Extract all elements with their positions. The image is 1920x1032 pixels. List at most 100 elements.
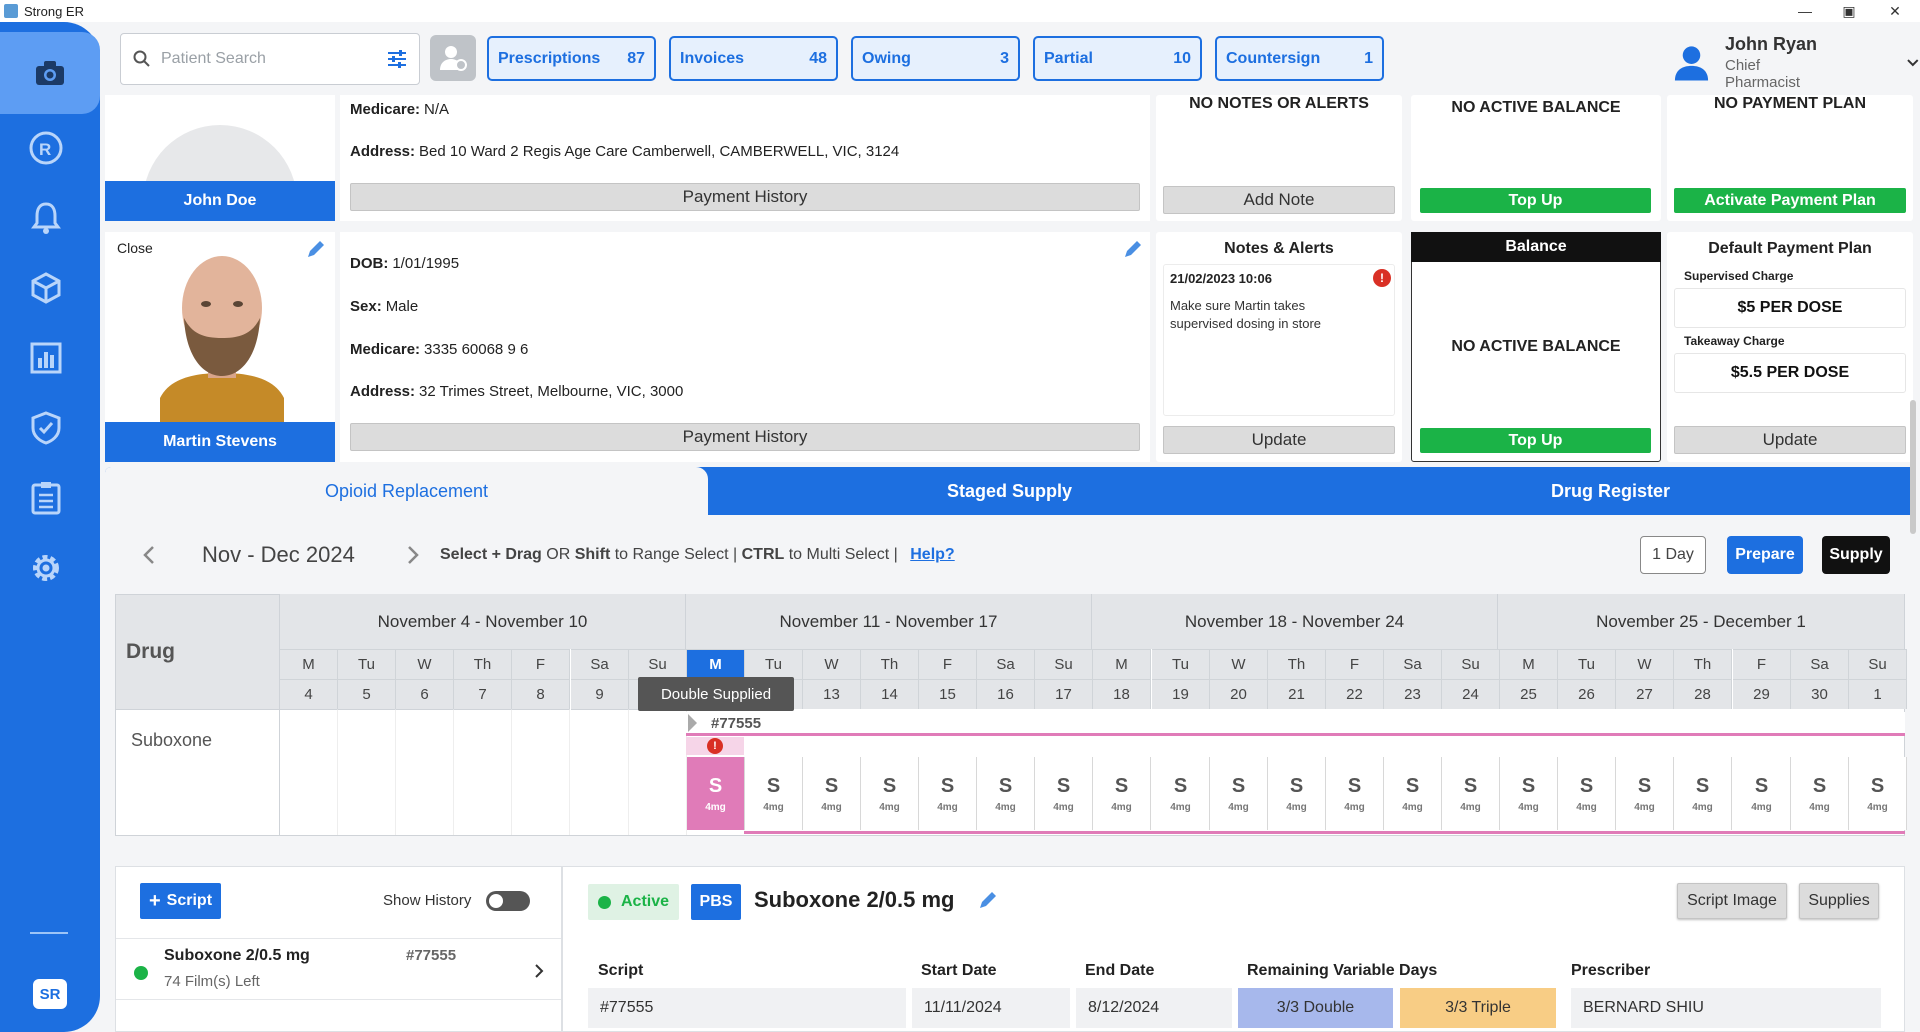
tab-opioid-replacement[interactable]: Opioid Replacement (105, 467, 708, 515)
empty-dose-cell[interactable] (396, 709, 454, 835)
supply-cell[interactable]: S 4mg (1035, 757, 1093, 830)
counter-invoices[interactable]: Invoices 48 (669, 36, 838, 81)
empty-dose-cell[interactable] (338, 709, 396, 835)
supply-cell[interactable]: S 4mg (1733, 757, 1791, 830)
script-image-button[interactable]: Script Image (1677, 883, 1787, 919)
supply-cell[interactable]: S 4mg (1268, 757, 1326, 830)
payment-history-button[interactable]: Payment History (350, 423, 1140, 451)
supply-cell[interactable]: S 4mg (1442, 757, 1500, 830)
supply-cell[interactable]: S 4mg (1791, 757, 1849, 830)
sidebar-item-settings[interactable] (26, 548, 66, 588)
empty-dose-cell[interactable] (280, 709, 338, 835)
user-name: John Ryan (1725, 34, 1818, 54)
supplies-button[interactable]: Supplies (1799, 883, 1879, 919)
supply-cell[interactable]: S 4mg (919, 757, 977, 830)
note-item[interactable]: 21/02/2023 10:06 ! Make sure Martin take… (1163, 264, 1395, 416)
help-link[interactable]: Help? (910, 546, 955, 563)
chevron-right-icon[interactable] (406, 545, 420, 565)
plan-title: Default Payment Plan (1708, 240, 1872, 257)
supply-button[interactable]: Supply (1822, 536, 1890, 574)
supply-cell[interactable]: S 4mg (1152, 757, 1210, 830)
page-scrollbar-thumb[interactable] (1910, 400, 1916, 534)
supply-dose: 4mg (1576, 801, 1597, 813)
update-plan-button[interactable]: Update (1674, 426, 1906, 454)
field-label: Sex: (350, 298, 382, 315)
payment-history-button[interactable]: Payment History (350, 183, 1140, 211)
add-patient-button[interactable] (430, 35, 476, 81)
minimize-icon[interactable]: — (1798, 3, 1812, 19)
sidebar-item-reports[interactable] (26, 338, 66, 378)
empty-dose-cell[interactable] (571, 709, 629, 835)
medicare-line: Medicare: 3335 60068 9 6 (350, 341, 528, 358)
supply-cell[interactable]: S 4mg (1210, 757, 1268, 830)
chevron-left-icon[interactable] (142, 545, 156, 565)
sidebar-item-prescriptions[interactable]: R (26, 128, 66, 168)
chevron-down-icon[interactable] (1906, 58, 1920, 68)
sidebar-item-alerts[interactable] (26, 198, 66, 238)
counter-partial[interactable]: Partial 10 (1033, 36, 1202, 81)
sidebar-item-registers[interactable] (26, 478, 66, 518)
supply-letter: S (1754, 774, 1769, 797)
patient-search-input[interactable]: Patient Search (120, 33, 420, 85)
supply-cell[interactable]: S 4mg (1674, 757, 1732, 830)
supply-cell[interactable]: S 4mg (1384, 757, 1442, 830)
top-up-button[interactable]: Top Up (1420, 428, 1651, 453)
supply-cell[interactable]: S 4mg (1500, 757, 1558, 830)
day-number-cell: 17 (1035, 679, 1093, 709)
edit-pencil-icon[interactable] (977, 889, 999, 911)
supply-cell[interactable]: S 4mg (687, 757, 745, 830)
edit-pencil-icon[interactable] (305, 238, 327, 260)
supply-cell[interactable]: S 4mg (861, 757, 919, 830)
activate-plan-button[interactable]: Activate Payment Plan (1674, 188, 1906, 213)
supply-letter: S (1056, 774, 1071, 797)
supply-dose: 4mg (1111, 801, 1132, 813)
calendar-range-label: Nov - Dec 2024 (202, 542, 355, 567)
supply-cell[interactable]: S 4mg (1326, 757, 1384, 830)
supply-cell[interactable]: S 4mg (977, 757, 1035, 830)
sidebar-item-camera[interactable] (0, 32, 100, 114)
supply-cell[interactable]: S 4mg (1558, 757, 1616, 830)
day-letter-cell: Tu (338, 649, 396, 679)
counter-count: 48 (809, 49, 827, 67)
supply-cell[interactable]: S 4mg (1093, 757, 1151, 830)
tab-staged-supply[interactable]: Staged Supply (946, 480, 1072, 501)
show-history-toggle[interactable] (486, 891, 530, 911)
top-up-button[interactable]: Top Up (1420, 188, 1651, 213)
edit-pencil-icon[interactable] (1122, 238, 1144, 260)
supply-cell[interactable]: S 4mg (803, 757, 861, 830)
supply-cell[interactable]: S 4mg (1616, 757, 1674, 830)
supply-cell[interactable]: S 4mg (1849, 757, 1907, 830)
maximize-icon[interactable]: ▣ (1842, 2, 1856, 19)
close-window-icon[interactable]: ✕ (1889, 2, 1901, 19)
patient-name-bar[interactable]: Martin Stevens (105, 422, 335, 462)
one-day-button[interactable]: 1 Day (1640, 536, 1706, 574)
tab-drug-register[interactable]: Drug Register (1550, 480, 1671, 501)
close-link[interactable]: Close (117, 240, 153, 256)
double-supply-alert-icon[interactable]: ! (707, 738, 723, 754)
counter-prescriptions[interactable]: Prescriptions 87 (487, 36, 656, 81)
sidebar-item-inventory[interactable] (26, 268, 66, 308)
empty-dose-cell[interactable] (629, 709, 687, 835)
filter-sliders-icon[interactable] (387, 49, 407, 69)
script-list-item[interactable]: Suboxone 2/0.5 mg #77555 74 Film(s) Left (116, 938, 561, 1000)
sidebar-item-compliance[interactable] (26, 408, 66, 448)
user-avatar-icon (1674, 45, 1709, 81)
day-number-cell: 24 (1442, 679, 1500, 709)
supply-cell[interactable]: S 4mg (745, 757, 803, 830)
add-script-button[interactable]: + Script (140, 883, 221, 919)
patient-name-bar[interactable]: John Doe (105, 181, 335, 221)
prepare-button[interactable]: Prepare (1727, 536, 1803, 574)
day-letter-cell: Th (1268, 649, 1326, 679)
day-number-cell: 20 (1210, 679, 1268, 709)
user-role: Chief Pharmacist (1725, 57, 1801, 91)
supply-letter: S (708, 774, 723, 797)
counter-owing[interactable]: Owing 3 (851, 36, 1020, 81)
add-note-button[interactable]: Add Note (1163, 186, 1395, 214)
day-number-cell: 9 (571, 679, 629, 709)
user-menu[interactable]: John Ryan Chief Pharmacist (1672, 34, 1920, 91)
empty-dose-cell[interactable] (512, 709, 570, 835)
empty-dose-cell[interactable] (454, 709, 512, 835)
update-note-button[interactable]: Update (1163, 426, 1395, 454)
counter-countersign[interactable]: Countersign 1 (1215, 36, 1384, 81)
supply-dose: 4mg (1867, 801, 1888, 813)
